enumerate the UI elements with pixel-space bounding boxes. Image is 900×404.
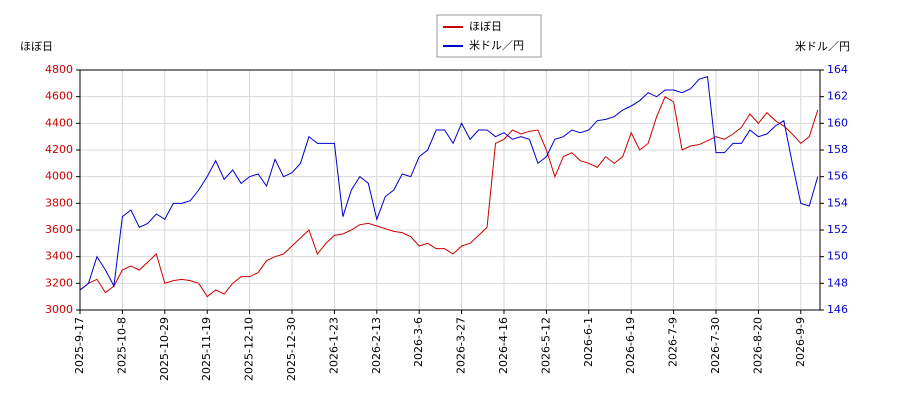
x-tick-label: 2026-1-23 xyxy=(327,317,340,374)
y-tick-label: 3200 xyxy=(45,276,73,289)
x-tick-label: 2026-8-20 xyxy=(751,317,764,374)
y-tick-label: 3600 xyxy=(45,223,73,236)
x-tick-label: 2026-2-13 xyxy=(370,317,383,374)
y2-tick-label: 164 xyxy=(827,63,848,76)
y2-tick-label: 158 xyxy=(827,143,848,156)
y-tick-label: 4000 xyxy=(45,170,73,183)
y2-tick-label: 148 xyxy=(827,276,848,289)
x-tick-label: 2026-5-12 xyxy=(539,317,552,374)
y2-tick-label: 146 xyxy=(827,303,848,316)
y-tick-label: 3000 xyxy=(45,303,73,316)
legend xyxy=(436,14,542,58)
y-axis-title: ほぼ日 xyxy=(20,40,53,53)
plot-frame xyxy=(79,69,821,311)
y2-tick-label: 154 xyxy=(827,196,848,209)
x-tick-label: 2026-7-9 xyxy=(667,317,680,367)
x-tick-label: 2026-6-19 xyxy=(624,317,637,374)
x-tick-label: 2026-3-27 xyxy=(455,317,468,374)
y-tick-label: 4800 xyxy=(45,63,73,76)
x-tick-label: 2025-12-10 xyxy=(243,317,256,381)
y2-tick-label: 156 xyxy=(827,170,848,183)
x-tick-label: 2025-10-8 xyxy=(115,317,128,374)
x-tick-label: 2026-3-6 xyxy=(412,317,425,367)
x-tick-label: 2026-9-9 xyxy=(794,317,807,367)
y-tick-label: 4200 xyxy=(45,143,73,156)
x-tick-label: 2025-10-29 xyxy=(158,317,171,381)
x-tick-label: 2026-4-16 xyxy=(497,317,510,374)
y-tick-label: 4600 xyxy=(45,90,73,103)
y2-tick-label: 162 xyxy=(827,90,848,103)
y2-tick-label: 152 xyxy=(827,223,848,236)
y2-tick-label: 160 xyxy=(827,116,848,129)
series-line xyxy=(79,95,819,298)
y-tick-label: 4400 xyxy=(45,116,73,129)
x-tick-label: 2025-9-17 xyxy=(73,317,86,374)
x-tick-label: 2026-7-30 xyxy=(709,317,722,374)
legend-label: ほぼ日 xyxy=(469,20,502,33)
x-tick-label: 2025-11-19 xyxy=(200,317,213,381)
y2-tick-label: 150 xyxy=(827,250,848,263)
series-line xyxy=(79,76,819,291)
y-tick-label: 3800 xyxy=(45,196,73,209)
x-tick-label: 2025-12-30 xyxy=(285,317,298,381)
y2-axis-title: 米ドル／円 xyxy=(795,40,850,53)
x-tick-label: 2026-6-1 xyxy=(582,317,595,367)
y-tick-label: 3400 xyxy=(45,250,73,263)
legend-label: 米ドル／円 xyxy=(469,39,524,52)
